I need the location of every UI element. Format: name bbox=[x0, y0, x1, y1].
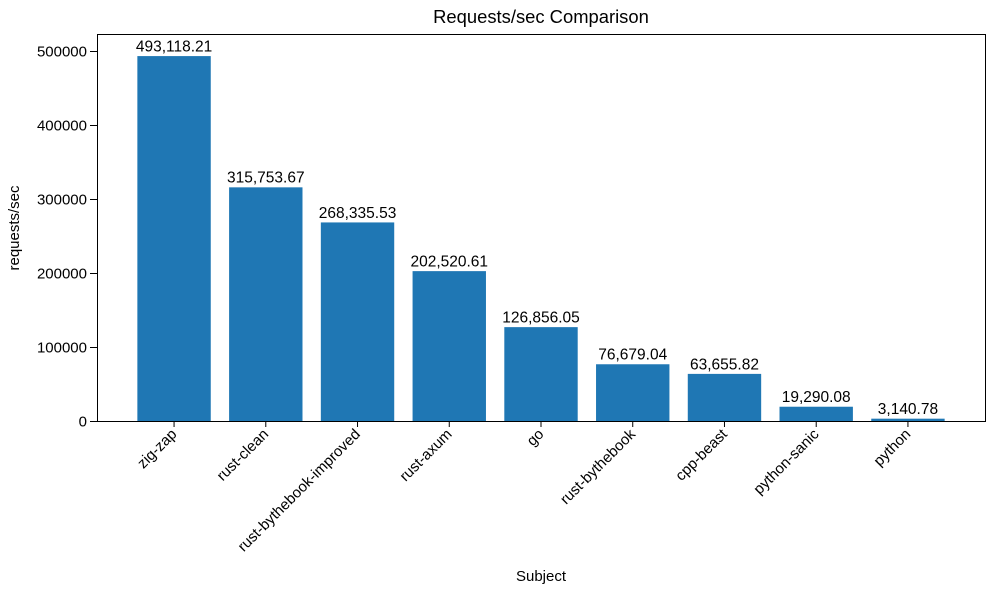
svg-text:126,856.05: 126,856.05 bbox=[502, 310, 580, 327]
svg-text:63,655.82: 63,655.82 bbox=[690, 356, 759, 373]
svg-text:Subject: Subject bbox=[516, 568, 567, 585]
svg-text:3,140.78: 3,140.78 bbox=[878, 401, 938, 418]
svg-text:100000: 100000 bbox=[37, 340, 87, 357]
svg-text:76,679.04: 76,679.04 bbox=[598, 347, 667, 364]
svg-text:315,753.67: 315,753.67 bbox=[227, 170, 305, 187]
svg-text:400000: 400000 bbox=[37, 118, 87, 135]
svg-text:300000: 300000 bbox=[37, 192, 87, 209]
svg-text:Requests/sec Comparison: Requests/sec Comparison bbox=[433, 6, 649, 27]
svg-text:500000: 500000 bbox=[37, 44, 87, 61]
svg-text:493,118.21: 493,118.21 bbox=[136, 39, 212, 56]
svg-text:19,290.08: 19,290.08 bbox=[782, 389, 851, 406]
svg-text:268,335.53: 268,335.53 bbox=[319, 205, 397, 222]
svg-text:200000: 200000 bbox=[37, 266, 87, 283]
svg-text:requests/sec: requests/sec bbox=[6, 185, 23, 271]
svg-text:202,520.61: 202,520.61 bbox=[410, 254, 488, 271]
svg-text:0: 0 bbox=[79, 414, 87, 431]
